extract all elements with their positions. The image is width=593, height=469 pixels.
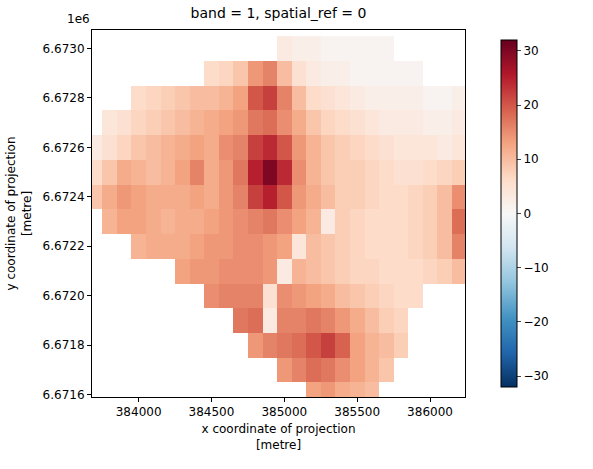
svg-text:6.6722: 6.6722 <box>43 239 85 253</box>
svg-text:30: 30 <box>523 44 538 58</box>
svg-text:6.6716: 6.6716 <box>43 388 85 402</box>
svg-text:385500: 385500 <box>334 405 380 419</box>
svg-text:20: 20 <box>523 98 538 112</box>
svg-text:385000: 385000 <box>261 405 307 419</box>
svg-text:6.6718: 6.6718 <box>43 338 85 352</box>
svg-text:−10: −10 <box>523 261 548 275</box>
svg-text:0: 0 <box>523 207 531 221</box>
svg-text:band = 1, spatial_ref = 0: band = 1, spatial_ref = 0 <box>191 5 367 21</box>
svg-text:1e6: 1e6 <box>67 12 90 26</box>
svg-text:6.6720: 6.6720 <box>43 289 85 303</box>
svg-text:6.6724: 6.6724 <box>43 190 85 204</box>
svg-text:386000: 386000 <box>407 405 453 419</box>
svg-text:−20: −20 <box>523 315 548 329</box>
svg-text:x coordinate of projection[met: x coordinate of projection[metre] <box>201 422 355 452</box>
svg-text:384000: 384000 <box>116 405 162 419</box>
svg-text:−30: −30 <box>523 369 548 383</box>
svg-text:10: 10 <box>523 152 538 166</box>
svg-text:y coordinate of projection[met: y coordinate of projection[metre] <box>4 136 34 290</box>
svg-text:6.6730: 6.6730 <box>43 42 85 56</box>
svg-text:6.6728: 6.6728 <box>43 91 85 105</box>
svg-text:384500: 384500 <box>189 405 235 419</box>
svg-text:6.6726: 6.6726 <box>43 141 85 155</box>
